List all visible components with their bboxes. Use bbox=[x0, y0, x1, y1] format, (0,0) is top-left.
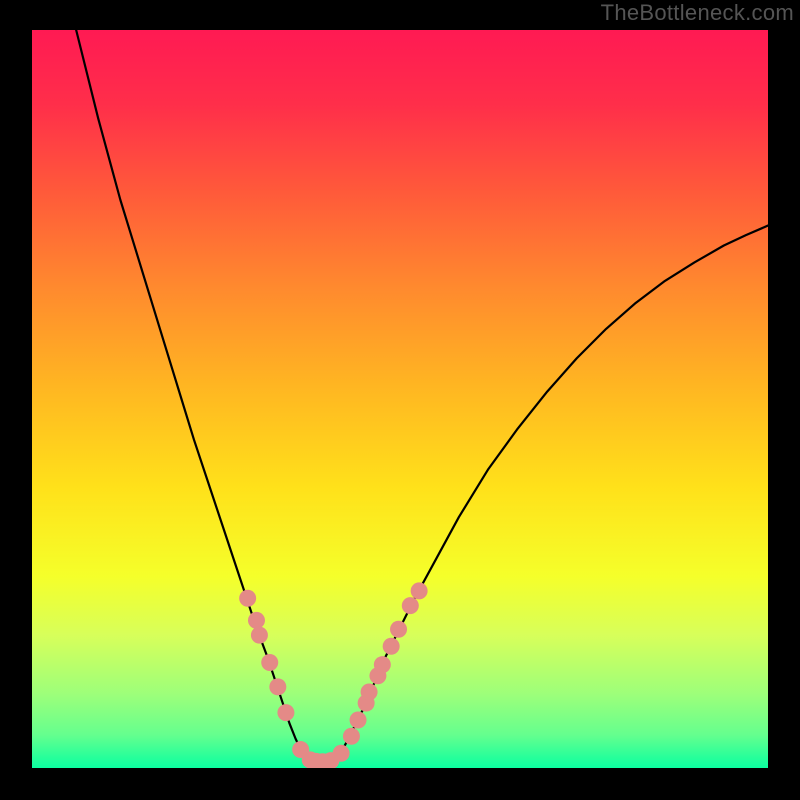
marker-dot bbox=[361, 683, 378, 700]
marker-dot bbox=[411, 582, 428, 599]
marker-dot bbox=[343, 728, 360, 745]
marker-dot bbox=[277, 704, 294, 721]
marker-dot bbox=[402, 597, 419, 614]
marker-dot bbox=[269, 678, 286, 695]
marker-dot bbox=[333, 745, 350, 762]
marker-dot bbox=[350, 712, 367, 729]
chart-svg bbox=[32, 30, 768, 768]
marker-dot bbox=[261, 654, 278, 671]
figure-root: TheBottleneck.com bbox=[0, 0, 800, 800]
watermark-text: TheBottleneck.com bbox=[601, 0, 794, 26]
plot-area bbox=[32, 30, 768, 768]
marker-dot bbox=[390, 621, 407, 638]
marker-dot bbox=[239, 590, 256, 607]
marker-dot bbox=[383, 638, 400, 655]
marker-dot bbox=[248, 612, 265, 629]
gradient-background bbox=[32, 30, 768, 768]
marker-dot bbox=[251, 627, 268, 644]
marker-dot bbox=[374, 656, 391, 673]
